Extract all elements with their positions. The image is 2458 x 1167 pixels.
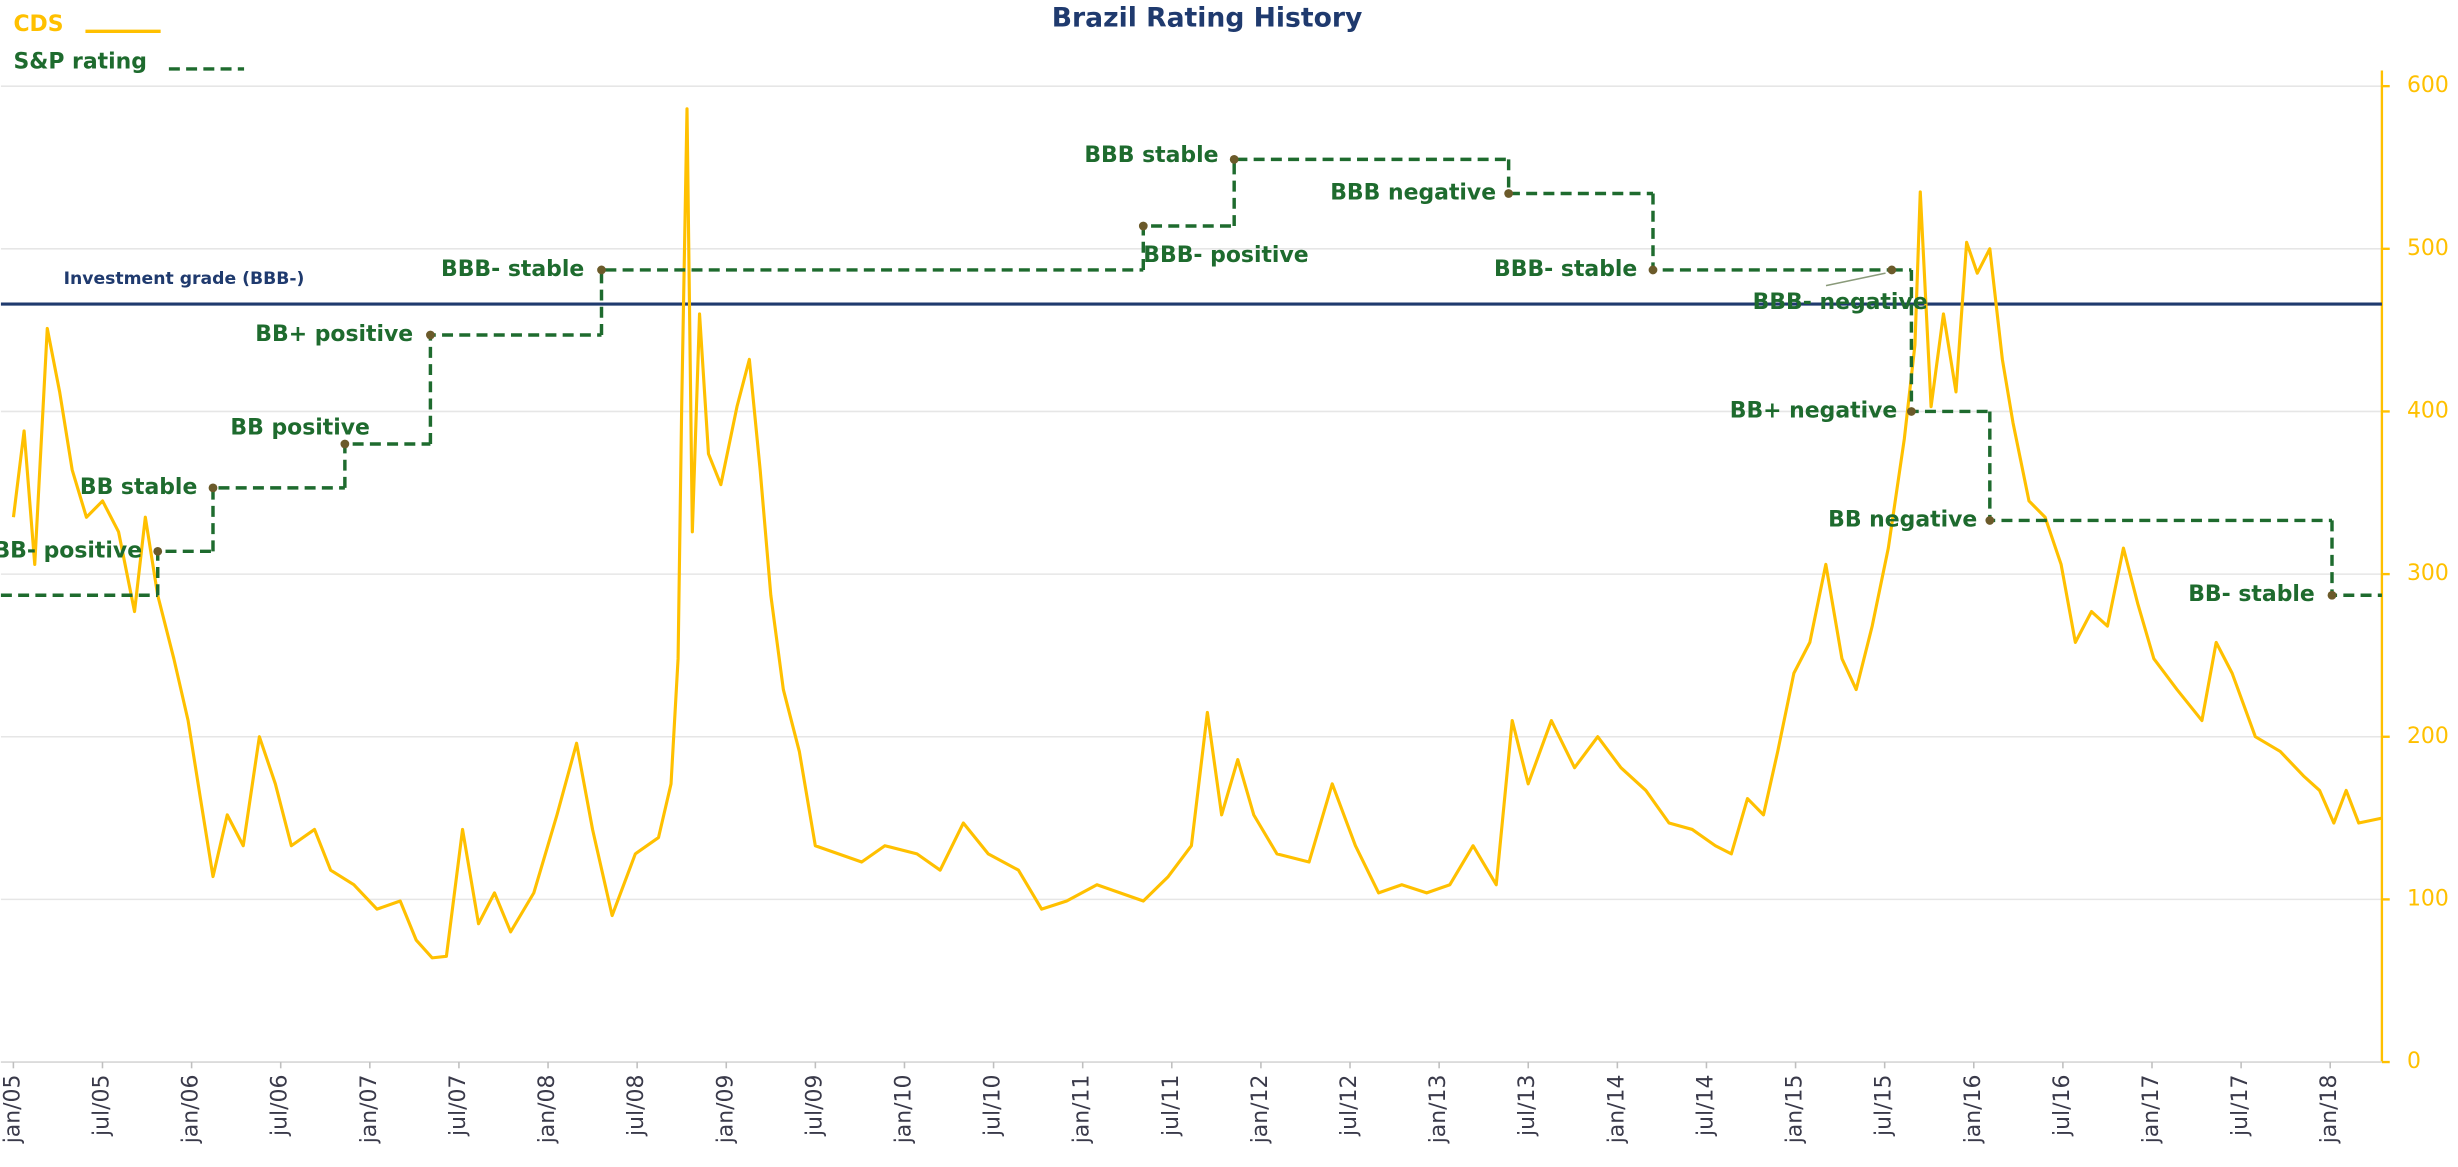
rating-point <box>1138 221 1148 231</box>
rating-step <box>156 549 213 596</box>
rating-point <box>340 439 350 449</box>
x-tick-label: jan/08 <box>535 1075 560 1145</box>
x-tick-label: jul/10 <box>981 1075 1006 1137</box>
x-tick-label: jan/16 <box>1961 1075 1986 1145</box>
x-tick-label: jan/14 <box>1604 1075 1629 1145</box>
y-tick-label: 500 <box>2407 236 2449 261</box>
legend-label: S&P rating <box>13 50 147 75</box>
rating-point <box>1229 154 1239 164</box>
x-tick-label: jul/16 <box>2050 1075 2075 1137</box>
x-tick-label: jul/09 <box>802 1075 827 1137</box>
rating-label: BBB stable <box>1084 143 1218 168</box>
y-tick-label: 200 <box>2407 724 2449 749</box>
x-tick-label: jan/17 <box>2139 1075 2164 1145</box>
x-tick-label: jul/15 <box>1872 1075 1897 1137</box>
x-tick-label: jul/07 <box>446 1075 471 1137</box>
rating-step <box>211 486 345 552</box>
x-tick-label: jul/17 <box>2228 1075 2253 1137</box>
x-tick-label: jan/09 <box>713 1075 738 1145</box>
y-tick-label: 600 <box>2407 73 2449 98</box>
x-tick-label: jul/05 <box>89 1075 114 1137</box>
rating-label: BBB negative <box>1330 181 1496 206</box>
x-tick-label: jul/12 <box>1337 1075 1362 1137</box>
x-tick-label: jul/13 <box>1515 1075 1540 1137</box>
rating-step <box>1232 157 1509 227</box>
rating-label: BB stable <box>80 475 197 500</box>
rating-point <box>1985 516 1995 525</box>
rating-label: BB+ positive <box>255 322 413 347</box>
rating-point <box>208 483 218 493</box>
reference-label: Investment grade (BBB-) <box>64 269 305 289</box>
x-tick-label: jan/11 <box>1070 1075 1095 1145</box>
rating-label: BB- positive <box>0 538 142 563</box>
x-tick-label: jan/06 <box>179 1075 204 1145</box>
x-tick-label: jan/15 <box>1783 1075 1808 1145</box>
x-tick-label: jan/12 <box>1248 1075 1273 1145</box>
x-tick-label: jul/11 <box>1159 1075 1184 1137</box>
y-tick-label: 300 <box>2407 561 2449 586</box>
x-tick-label: jul/08 <box>624 1075 649 1137</box>
rating-label: BBB- stable <box>441 257 584 282</box>
rating-point <box>1907 407 1916 416</box>
x-tick-label: jul/14 <box>1693 1075 1718 1137</box>
x-tick-label: jan/18 <box>2317 1075 2342 1145</box>
rating-label: BBB- positive <box>1143 243 1308 268</box>
y-tick-label: 400 <box>2407 398 2449 423</box>
rating-step <box>2330 520 2382 597</box>
rating-label: BB- stable <box>2188 582 2315 607</box>
rating-step <box>428 333 602 444</box>
cds-line <box>11 107 2383 960</box>
x-tick-label: jan/05 <box>0 1075 25 1145</box>
legend-label: CDS <box>13 12 63 37</box>
rating-point <box>2327 590 2337 600</box>
rating-step <box>1988 411 2332 523</box>
x-tick-label: jan/07 <box>357 1075 382 1145</box>
rating-step <box>1651 193 1892 272</box>
x-tick-label: jan/10 <box>891 1075 916 1145</box>
rating-point <box>153 546 163 556</box>
rating-label: BB negative <box>1828 507 1977 532</box>
rating-step <box>599 268 1144 336</box>
x-tick-label: jul/06 <box>268 1075 293 1137</box>
rating-step <box>1506 159 1653 196</box>
rating-point <box>597 265 606 275</box>
rating-label: BBB- negative <box>1753 290 1928 315</box>
leader-line <box>1825 272 1886 287</box>
rating-label: BB positive <box>230 415 370 440</box>
rating-label: BBB- stable <box>1494 257 1637 282</box>
y-tick-label: 0 <box>2407 1049 2421 1074</box>
rating-step <box>343 442 431 488</box>
chart-title: Brazil Rating History <box>1052 2 1363 33</box>
rating-point <box>1504 189 1514 198</box>
rating-point <box>1648 265 1658 275</box>
rating-label: BB+ negative <box>1730 398 1898 423</box>
y-tick-label: 100 <box>2407 886 2449 911</box>
rating-point <box>1887 265 1897 275</box>
x-tick-label: jan/13 <box>1426 1075 1451 1145</box>
rating-point <box>426 330 435 340</box>
